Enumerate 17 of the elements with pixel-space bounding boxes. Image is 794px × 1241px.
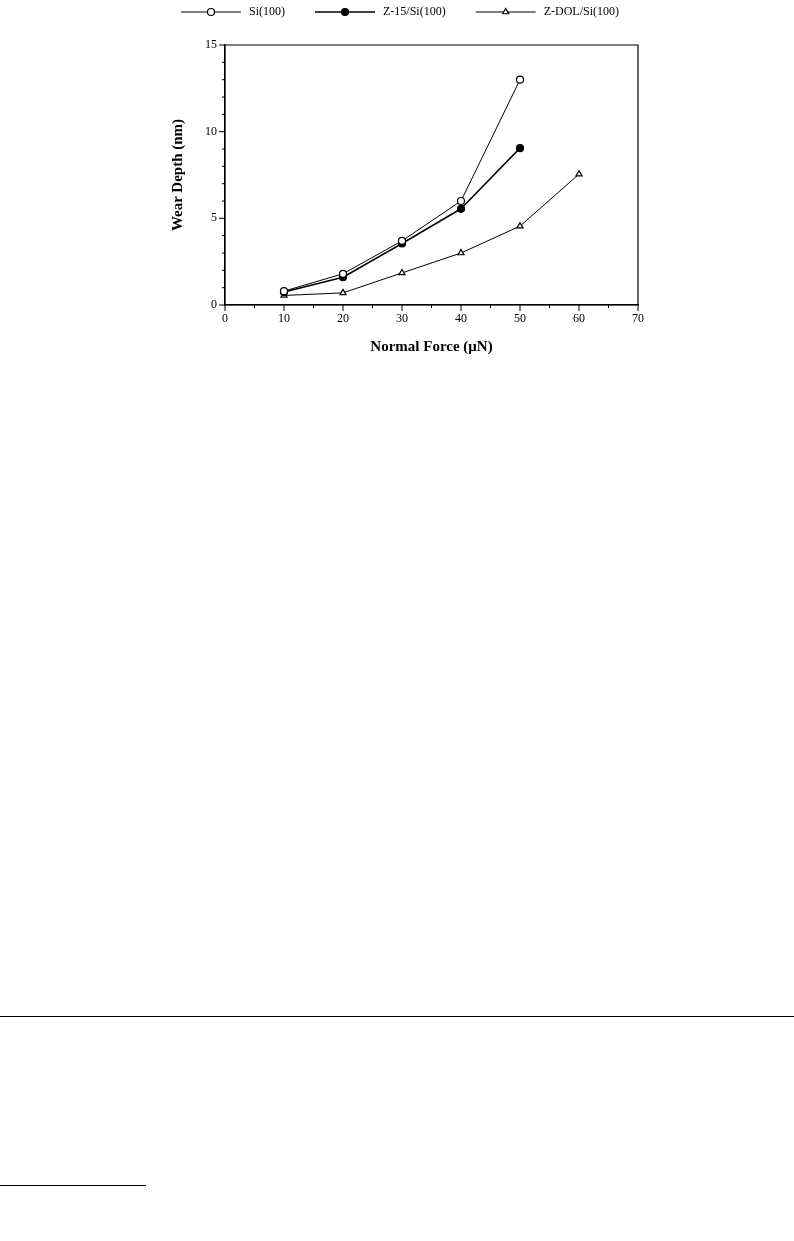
legend-label: Z-15/Si(100): [383, 4, 446, 19]
x-tick-label: 10: [278, 311, 290, 326]
y-axis-title: Wear Depth (nm): [168, 118, 186, 232]
legend-label: Z-DOL/Si(100): [543, 4, 619, 19]
y-tick-label: 5: [211, 210, 217, 225]
x-tick-label: 70: [632, 311, 644, 326]
x-axis-title: Normal Force (μN): [370, 337, 493, 355]
x-tick-label: 20: [337, 311, 349, 326]
legend-label: Si(100): [249, 4, 286, 19]
x-tick-label: 60: [573, 311, 585, 326]
y-tick-label: 15: [205, 37, 217, 52]
x-tick-label: 30: [396, 311, 408, 326]
y-tick-label: 0: [211, 297, 217, 312]
x-tick-label: 50: [514, 311, 526, 326]
x-tick-label: 40: [455, 311, 467, 326]
y-tick-label: 10: [205, 123, 217, 138]
x-tick-label: 0: [222, 311, 228, 326]
